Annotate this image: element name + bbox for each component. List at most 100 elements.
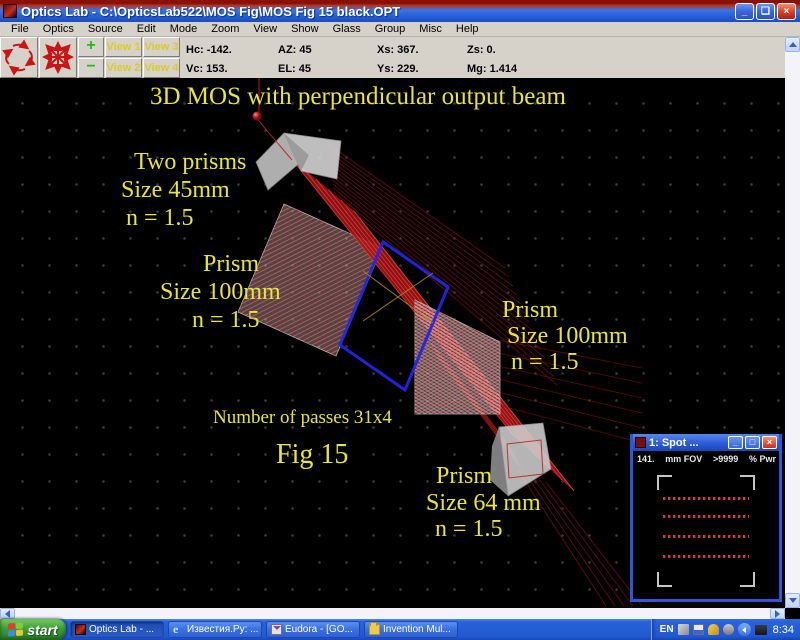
view-1-button[interactable]: View 1 xyxy=(105,37,142,57)
scroll-right-button[interactable] xyxy=(770,608,785,619)
eudora-mail-icon xyxy=(271,624,282,635)
label-left-prism-size: Size 100mm xyxy=(160,279,281,305)
start-button[interactable]: start xyxy=(0,619,66,640)
windows-logo-icon xyxy=(8,621,24,637)
tray-update-icon[interactable] xyxy=(707,624,719,635)
language-indicator[interactable]: EN xyxy=(659,624,674,635)
menu-help[interactable]: Help xyxy=(455,23,479,35)
view-2-button[interactable]: View 2 xyxy=(105,58,142,78)
scroll-down-button[interactable] xyxy=(785,593,800,608)
readout-mg: Mg: 1.414 xyxy=(467,63,518,75)
menu-zoom[interactable]: Zoom xyxy=(211,23,240,35)
optics-canvas[interactable]: 3D MOS with perpendicular output beam Tw… xyxy=(0,78,784,608)
spot-power-value: >9999 xyxy=(712,454,739,464)
tray-printer-icon[interactable] xyxy=(754,624,767,635)
app-icon xyxy=(3,4,17,18)
tray-display-icon[interactable] xyxy=(692,624,704,635)
internet-explorer-icon: e xyxy=(173,622,179,636)
menu-bar: File Optics Source Edit Mode Zoom View S… xyxy=(0,22,800,37)
down-arrow-icon xyxy=(788,598,797,603)
taskbar-item-optics-lab[interactable]: Optics Lab - ... xyxy=(70,621,164,638)
menu-optics[interactable]: Optics xyxy=(42,23,74,35)
label-two-prisms: Two prisms xyxy=(134,149,247,175)
spot-frame-corner xyxy=(657,572,672,587)
readout-ys: Ys: 229. xyxy=(377,63,419,75)
label-two-prisms-index: n = 1.5 xyxy=(126,205,194,231)
menu-misc[interactable]: Misc xyxy=(419,23,442,35)
title-bar[interactable]: Optics Lab - C:\OpticsLab522\MOS Fig\MOS… xyxy=(0,0,800,22)
system-tray: EN 8:34 xyxy=(650,619,800,640)
menu-source[interactable]: Source xyxy=(87,23,123,35)
readout-vc: Vc: 153. xyxy=(186,63,228,75)
spot-trace-row xyxy=(663,497,749,500)
clock: 8:34 xyxy=(772,623,794,636)
spot-power-unit: % Pwr xyxy=(748,454,776,464)
hide-icons-chevron[interactable] xyxy=(737,623,751,636)
scroll-up-button[interactable] xyxy=(785,37,800,52)
optics-lab-icon xyxy=(75,624,86,635)
taskbar-item-label: Invention Mul... xyxy=(383,624,451,635)
label-passes: Number of passes 31x4 xyxy=(213,407,392,428)
spot-frame-corner xyxy=(740,572,755,587)
figure-title: 3D MOS with perpendicular output beam xyxy=(150,83,566,110)
rotate-view-button[interactable] xyxy=(0,37,38,78)
vertical-scrollbar[interactable] xyxy=(785,37,800,608)
close-button[interactable]: × xyxy=(777,3,796,20)
menu-glass[interactable]: Glass xyxy=(332,23,361,35)
menu-file[interactable]: File xyxy=(11,23,29,35)
left-arrow-icon xyxy=(5,609,10,618)
taskbar-item-browser[interactable]: e Известия.Ру: ... xyxy=(168,621,262,638)
spot-window-icon xyxy=(635,437,646,448)
spot-frame-corner xyxy=(740,475,755,490)
menu-show[interactable]: Show xyxy=(291,23,319,35)
taskbar-item-invention[interactable]: Invention Mul... xyxy=(364,621,458,638)
spot-fov-value: 141. xyxy=(637,454,655,464)
spot-maximize-button[interactable]: □ xyxy=(745,436,760,449)
tray-tool-icon[interactable] xyxy=(677,624,689,635)
menu-group[interactable]: Group xyxy=(374,23,406,35)
label-left-prism: Prism xyxy=(203,251,260,277)
up-arrow-icon xyxy=(788,42,797,47)
spot-diagram-window: 1: Spot ... _ □ × 141. mm FOV >9999 % Pw… xyxy=(630,434,782,602)
minimize-button[interactable]: _ xyxy=(735,3,754,20)
spot-diagram-view: 141. mm FOV >9999 % Pwr xyxy=(633,451,779,599)
right-arrow-icon xyxy=(775,609,780,618)
readout-hc: Hc: -142. xyxy=(186,44,232,56)
taskbar-item-label: Optics Lab - ... xyxy=(89,624,155,635)
start-button-label: start xyxy=(27,621,58,638)
label-two-prisms-size: Size 45mm xyxy=(121,177,230,203)
rotate-arrows-icon xyxy=(2,39,36,76)
pan-view-button[interactable] xyxy=(39,37,77,78)
taskbar: start Optics Lab - ... e Известия.Ру: ..… xyxy=(0,619,800,640)
view-4-button[interactable]: View 4 xyxy=(143,58,180,78)
label-right-prism-size: Size 100mm xyxy=(507,323,628,349)
folder-icon xyxy=(369,622,380,635)
zoom-out-button[interactable]: − xyxy=(78,58,104,78)
label-bottom-prism: Prism xyxy=(436,463,493,489)
view-3-button[interactable]: View 3 xyxy=(143,37,180,57)
taskbar-item-label: Eudora - [GO... xyxy=(285,624,353,635)
menu-mode[interactable]: Mode xyxy=(169,23,198,35)
horizontal-scrollbar[interactable] xyxy=(0,608,785,619)
readout-zs: Zs: 0. xyxy=(467,44,496,56)
spot-trace-row xyxy=(663,555,749,558)
zoom-in-button[interactable]: + xyxy=(78,37,104,57)
restore-button[interactable]: ❏ xyxy=(756,3,775,20)
tray-volume-icon[interactable] xyxy=(722,624,734,635)
window-title: Optics Lab - C:\OpticsLab522\MOS Fig\MOS… xyxy=(21,3,401,19)
spot-trace-row xyxy=(663,515,749,518)
readout-el: EL: 45 xyxy=(278,63,312,75)
spot-trace-row xyxy=(663,535,749,538)
spot-window-titlebar[interactable]: 1: Spot ... _ □ × xyxy=(633,434,779,451)
optics-drawing xyxy=(237,78,643,607)
menu-edit[interactable]: Edit xyxy=(136,23,156,35)
label-right-prism-index: n = 1.5 xyxy=(511,349,579,375)
spot-frame-corner xyxy=(657,475,672,490)
menu-view[interactable]: View xyxy=(253,23,278,35)
spot-window-title: 1: Spot ... xyxy=(649,436,699,449)
readout-az: AZ: 45 xyxy=(278,44,312,56)
taskbar-item-eudora[interactable]: Eudora - [GO... xyxy=(266,621,360,638)
spot-minimize-button[interactable]: _ xyxy=(728,436,743,449)
spot-close-button[interactable]: × xyxy=(762,436,777,449)
scroll-left-button[interactable] xyxy=(0,608,15,619)
